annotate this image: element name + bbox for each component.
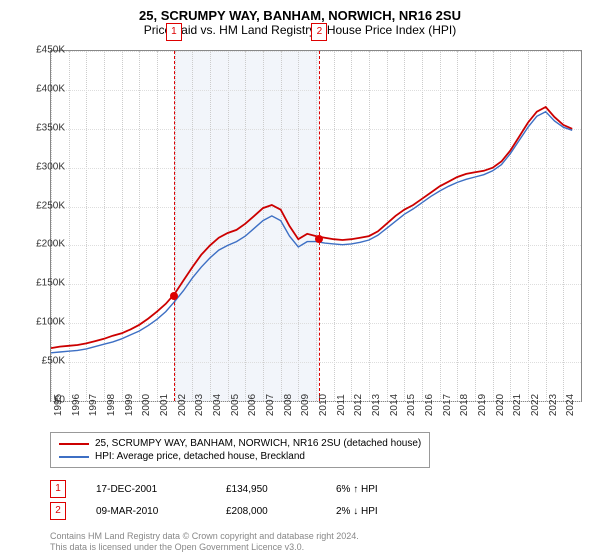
series-hpi: [51, 112, 572, 353]
sale-badge: 2: [50, 502, 66, 520]
x-tick-label: 2009: [300, 394, 311, 416]
legend-item: 25, SCRUMPY WAY, BANHAM, NORWICH, NR16 2…: [59, 437, 421, 450]
x-tick-label: 1997: [88, 394, 99, 416]
legend-item: HPI: Average price, detached house, Brec…: [59, 450, 421, 463]
y-tick-label: £400K: [36, 83, 65, 94]
marker-dot: [315, 235, 323, 243]
sale-badge: 1: [50, 480, 66, 498]
x-tick-label: 1999: [124, 394, 135, 416]
y-tick-label: £300K: [36, 161, 65, 172]
x-tick-label: 1995: [53, 394, 64, 416]
x-tick-label: 2021: [512, 394, 523, 416]
legend-label: 25, SCRUMPY WAY, BANHAM, NORWICH, NR16 2…: [95, 438, 421, 449]
x-tick-label: 2020: [495, 394, 506, 416]
x-tick-label: 2019: [477, 394, 488, 416]
sale-date: 17-DEC-2001: [96, 484, 196, 495]
x-tick-label: 2014: [389, 394, 400, 416]
marker-badge: 1: [166, 23, 182, 41]
legend-label: HPI: Average price, detached house, Brec…: [95, 451, 305, 462]
x-tick-label: 2012: [353, 394, 364, 416]
x-tick-label: 2011: [336, 394, 347, 416]
x-tick-label: 2016: [424, 394, 435, 416]
x-tick-label: 2001: [159, 394, 170, 416]
x-tick-label: 2002: [177, 394, 188, 416]
x-tick-label: 2015: [406, 394, 417, 416]
footer-attribution: Contains HM Land Registry data © Crown c…: [50, 531, 359, 554]
chart-container: 25, SCRUMPY WAY, BANHAM, NORWICH, NR16 2…: [0, 0, 600, 560]
x-tick-label: 2008: [283, 394, 294, 416]
x-tick-label: 1998: [106, 394, 117, 416]
series-property: [51, 107, 572, 348]
x-tick-label: 2022: [530, 394, 541, 416]
x-tick-label: 2010: [318, 394, 329, 416]
y-tick-label: £50K: [42, 356, 65, 367]
sale-price: £134,950: [226, 484, 306, 495]
x-tick-label: 2013: [371, 394, 382, 416]
plot-area: 12: [50, 50, 582, 402]
x-tick-label: 2006: [247, 394, 258, 416]
footer-line: This data is licensed under the Open Gov…: [50, 542, 359, 554]
x-tick-label: 2007: [265, 394, 276, 416]
line-plot: [51, 51, 581, 401]
y-tick-label: £350K: [36, 122, 65, 133]
sales-table: 1 17-DEC-2001 £134,950 6% ↑ HPI 2 09-MAR-2010…: [50, 478, 378, 522]
marker-dot: [170, 292, 178, 300]
x-tick-label: 2005: [230, 394, 241, 416]
sale-price: £208,000: [226, 506, 306, 517]
y-tick-label: £250K: [36, 200, 65, 211]
x-tick-label: 2000: [141, 394, 152, 416]
y-tick-label: £200K: [36, 239, 65, 250]
x-tick-label: 2004: [212, 394, 223, 416]
chart-subtitle: Price paid vs. HM Land Registry's House …: [0, 23, 600, 45]
sale-delta: 2% ↓ HPI: [336, 506, 378, 517]
sale-row: 2 09-MAR-2010 £208,000 2% ↓ HPI: [50, 500, 378, 522]
y-tick-label: £450K: [36, 45, 65, 56]
marker-badge: 2: [311, 23, 327, 41]
y-tick-label: £150K: [36, 278, 65, 289]
x-tick-label: 2023: [548, 394, 559, 416]
y-tick-label: £100K: [36, 317, 65, 328]
x-tick-label: 2018: [459, 394, 470, 416]
sale-row: 1 17-DEC-2001 £134,950 6% ↑ HPI: [50, 478, 378, 500]
x-tick-label: 2024: [565, 394, 576, 416]
x-tick-label: 1996: [71, 394, 82, 416]
x-tick-label: 2003: [194, 394, 205, 416]
sale-date: 09-MAR-2010: [96, 506, 196, 517]
legend: 25, SCRUMPY WAY, BANHAM, NORWICH, NR16 2…: [50, 432, 430, 468]
x-tick-label: 2017: [442, 394, 453, 416]
footer-line: Contains HM Land Registry data © Crown c…: [50, 531, 359, 543]
sale-delta: 6% ↑ HPI: [336, 484, 378, 495]
chart-title: 25, SCRUMPY WAY, BANHAM, NORWICH, NR16 2…: [0, 0, 600, 23]
